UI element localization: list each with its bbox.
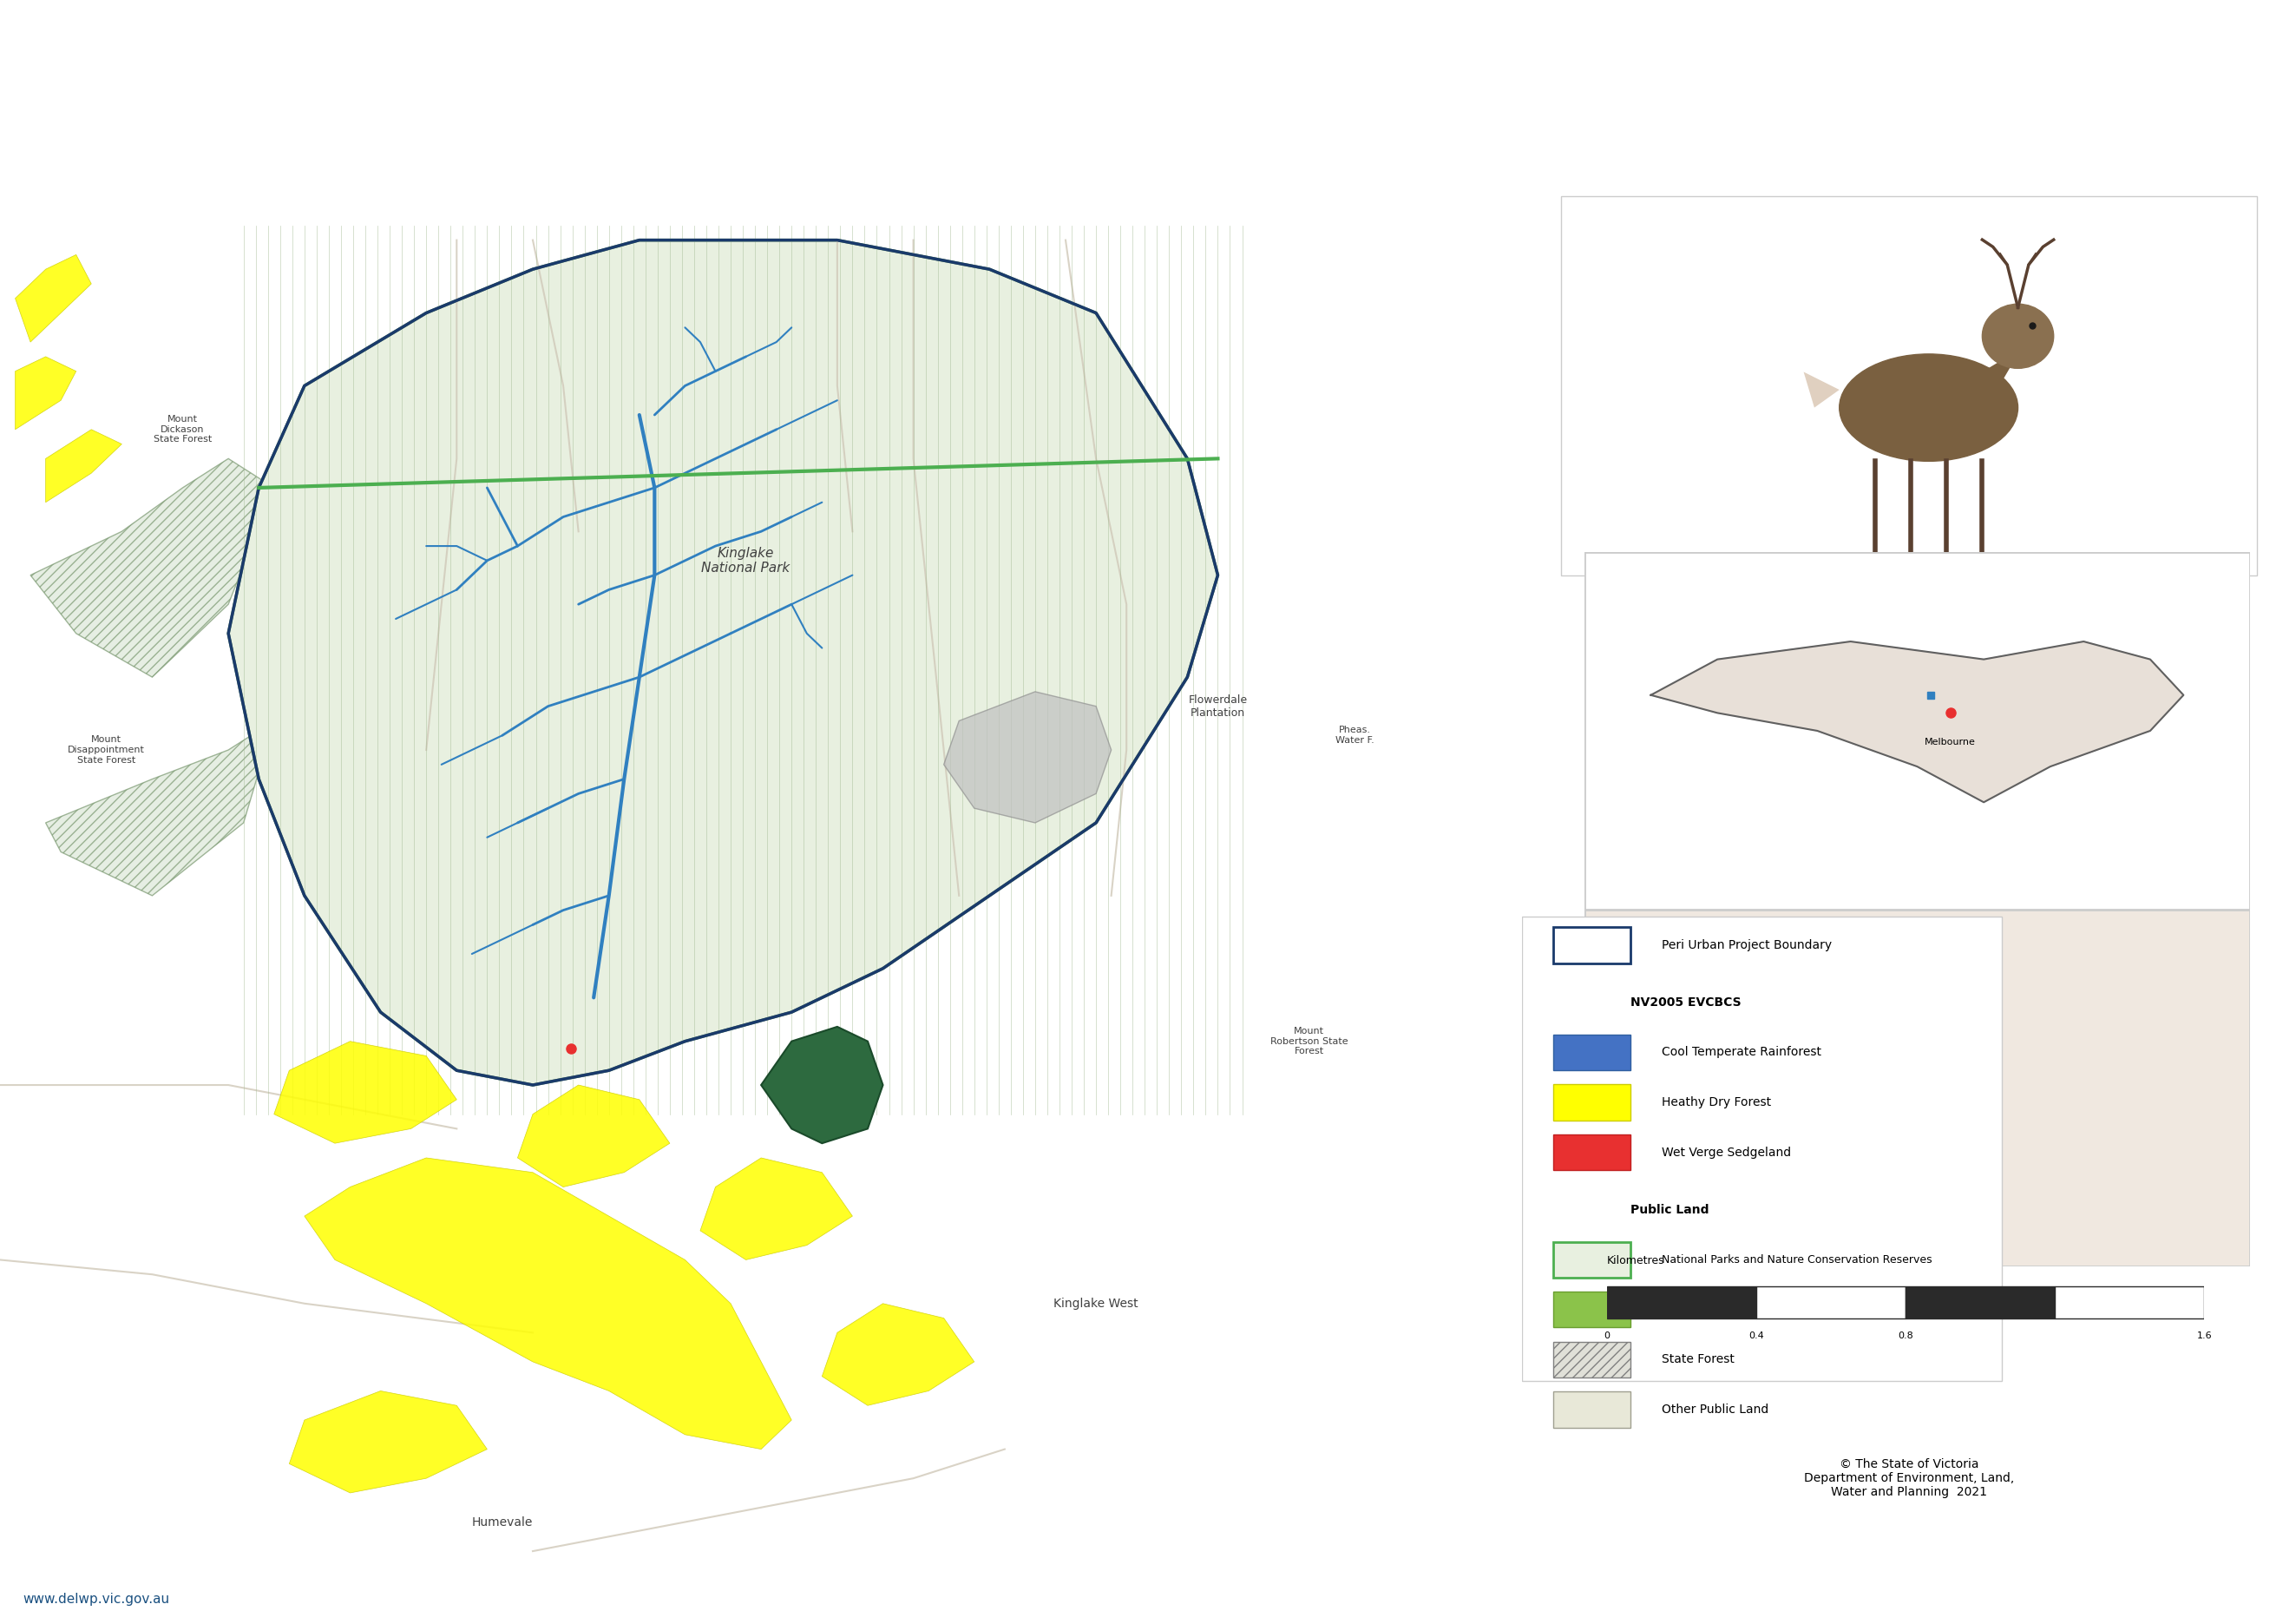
Text: Kinglake West: Kinglake West bbox=[1054, 1298, 1139, 1309]
Text: 0: 0 bbox=[1605, 1332, 1609, 1340]
Ellipse shape bbox=[1839, 354, 2018, 461]
FancyBboxPatch shape bbox=[1584, 909, 2250, 1267]
Polygon shape bbox=[16, 255, 92, 343]
FancyBboxPatch shape bbox=[1584, 552, 2250, 909]
Polygon shape bbox=[227, 240, 1217, 1085]
Bar bbox=[2055, 1286, 2204, 1319]
Text: Kilometres: Kilometres bbox=[1607, 1255, 1665, 1267]
Text: Flowerdale
Plantation: Flowerdale Plantation bbox=[1189, 693, 1247, 718]
Text: Other Public Land: Other Public Land bbox=[1662, 1403, 1768, 1416]
Text: Humevale: Humevale bbox=[471, 1515, 533, 1528]
FancyBboxPatch shape bbox=[1552, 1341, 1630, 1377]
FancyBboxPatch shape bbox=[1561, 197, 2257, 575]
FancyBboxPatch shape bbox=[1552, 1291, 1630, 1327]
Text: 0.8: 0.8 bbox=[1899, 1332, 1913, 1340]
Polygon shape bbox=[46, 721, 273, 896]
FancyBboxPatch shape bbox=[1552, 1392, 1630, 1427]
Text: Public Land: Public Land bbox=[1630, 1203, 1708, 1216]
Bar bbox=[1906, 1286, 2055, 1319]
Polygon shape bbox=[289, 1390, 487, 1492]
Text: VICTORIA
State
Government: VICTORIA State Government bbox=[2105, 1544, 2165, 1574]
Text: Source: EVC2005 and Wet Verge Sedgeland supplied by ABZECO (2011), Report 0971: Source: EVC2005 and Wet Verge Sedgeland … bbox=[28, 132, 753, 148]
Polygon shape bbox=[46, 429, 122, 502]
Bar bbox=[1607, 1286, 1756, 1319]
Polygon shape bbox=[1981, 354, 2018, 396]
Text: Cool Temperate Rainforest: Cool Temperate Rainforest bbox=[1662, 1046, 1821, 1059]
Bar bbox=[1756, 1286, 1906, 1319]
FancyBboxPatch shape bbox=[1552, 1242, 1630, 1278]
Text: EVC of Interest - Toorourrong Reservoir: EVC of Interest - Toorourrong Reservoir bbox=[28, 42, 778, 75]
Text: www.delwp.vic.gov.au: www.delwp.vic.gov.au bbox=[23, 1593, 170, 1606]
Text: 0.4: 0.4 bbox=[1750, 1332, 1763, 1340]
Polygon shape bbox=[1805, 372, 1839, 408]
Text: NV2005 EVCBCS: NV2005 EVCBCS bbox=[1630, 996, 1740, 1009]
Text: Wet Verge Sedgeland: Wet Verge Sedgeland bbox=[1662, 1147, 1791, 1158]
Text: Other Parks and Reserves: Other Parks and Reserves bbox=[1662, 1304, 1816, 1315]
Text: Peri Urban Project Boundary: Peri Urban Project Boundary bbox=[1662, 939, 1832, 952]
FancyBboxPatch shape bbox=[1552, 1135, 1630, 1171]
Text: Mount
Dickason
State Forest: Mount Dickason State Forest bbox=[154, 416, 211, 443]
FancyBboxPatch shape bbox=[1522, 916, 2002, 1380]
Text: © The State of Victoria
Department of Environment, Land,
Water and Planning  202: © The State of Victoria Department of En… bbox=[1805, 1458, 2014, 1499]
Polygon shape bbox=[273, 1041, 457, 1143]
Text: Mount
Robertson State
Forest: Mount Robertson State Forest bbox=[1270, 1026, 1348, 1056]
Polygon shape bbox=[762, 1026, 884, 1143]
Text: State Forest: State Forest bbox=[1662, 1353, 1733, 1366]
Ellipse shape bbox=[1981, 304, 2053, 369]
Polygon shape bbox=[700, 1158, 852, 1260]
Text: 1.6: 1.6 bbox=[2197, 1332, 2211, 1340]
Text: National Parks and Nature Conservation Reserves: National Parks and Nature Conservation R… bbox=[1662, 1254, 1931, 1265]
Polygon shape bbox=[305, 1158, 792, 1449]
Polygon shape bbox=[517, 1085, 670, 1187]
FancyBboxPatch shape bbox=[1552, 1085, 1630, 1121]
Polygon shape bbox=[944, 692, 1111, 823]
Text: Heathy Dry Forest: Heathy Dry Forest bbox=[1662, 1096, 1770, 1109]
Polygon shape bbox=[1651, 641, 2183, 802]
Text: Pheas.
Water F.: Pheas. Water F. bbox=[1336, 726, 1375, 745]
Text: Mount
Disappointment
State Forest: Mount Disappointment State Forest bbox=[69, 736, 145, 765]
FancyBboxPatch shape bbox=[1552, 1034, 1630, 1070]
Text: 22 October 2021: 22 October 2021 bbox=[1844, 1033, 1975, 1049]
Polygon shape bbox=[16, 357, 76, 429]
Text: Map Scale  1:56,168: Map Scale 1:56,168 bbox=[1830, 1121, 1988, 1137]
Polygon shape bbox=[822, 1304, 974, 1405]
Text: Melbourne: Melbourne bbox=[1924, 737, 1977, 747]
Text: Kinglake
National Park: Kinglake National Park bbox=[703, 547, 790, 575]
Polygon shape bbox=[30, 458, 273, 677]
